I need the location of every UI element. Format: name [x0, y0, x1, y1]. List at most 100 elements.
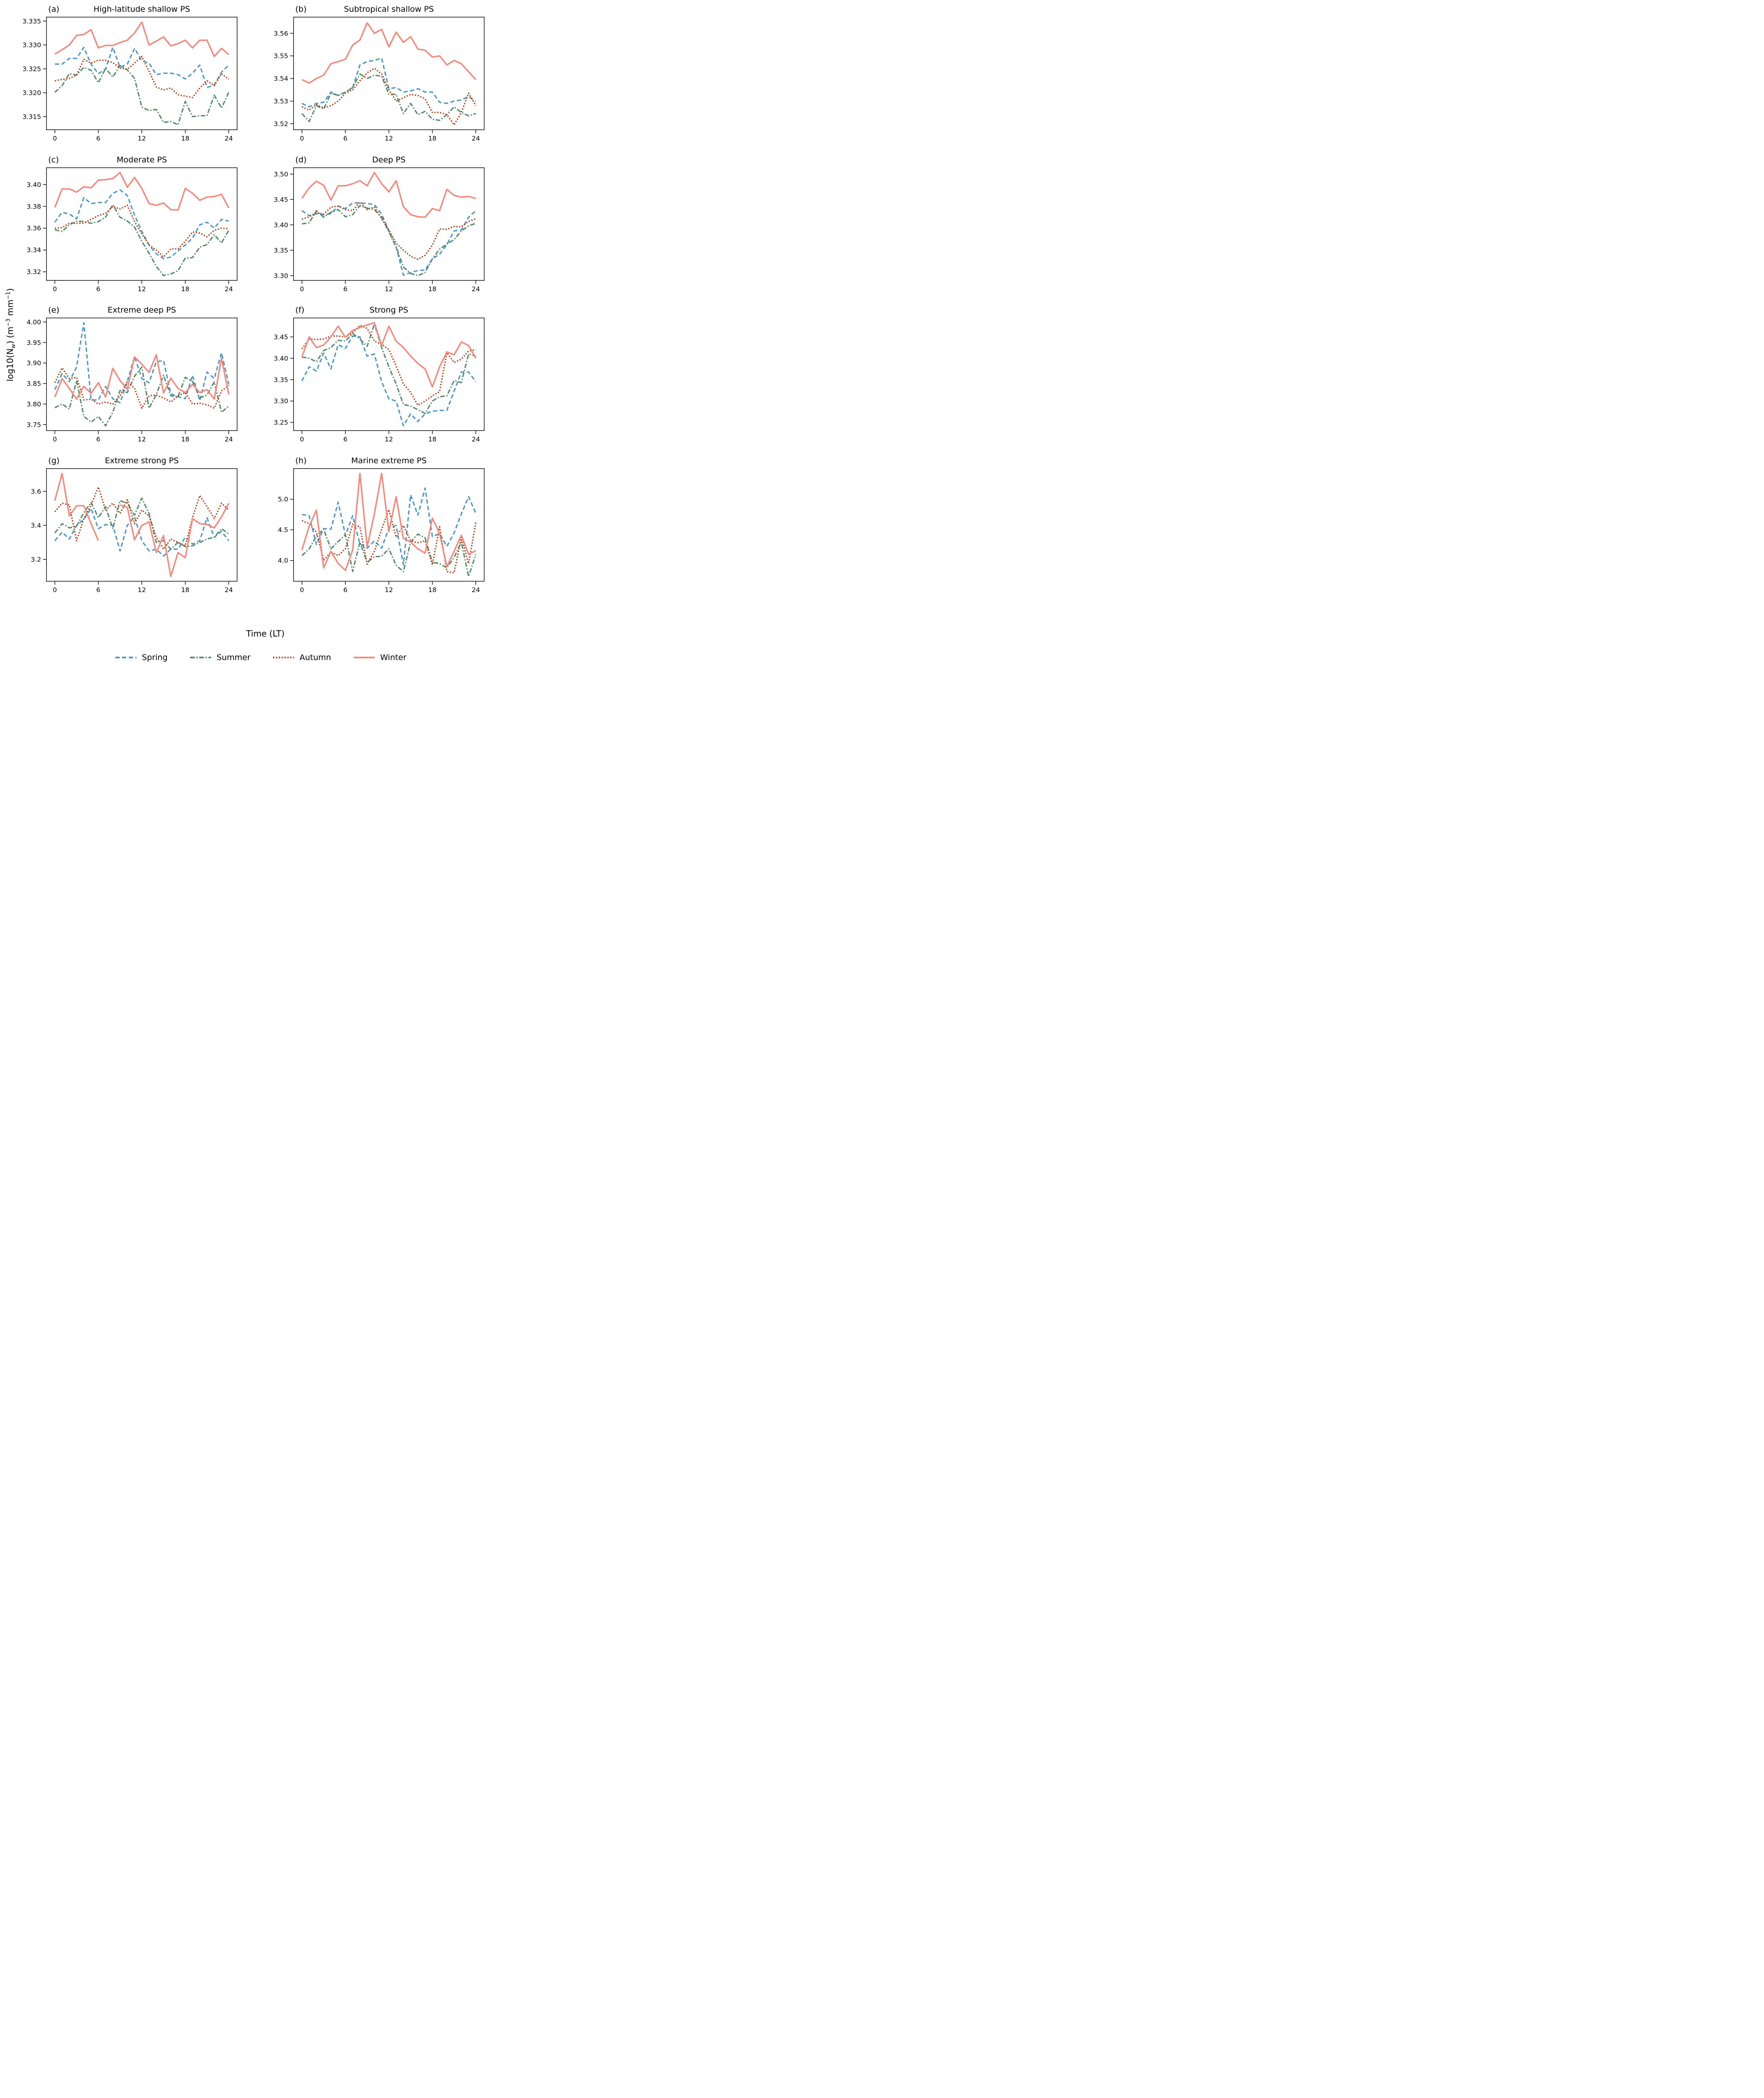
- svg-text:24: 24: [224, 586, 233, 594]
- svg-text:3.320: 3.320: [23, 89, 41, 97]
- y-axis-label: log10(Nw) (m−3 mm−1): [5, 288, 17, 381]
- legend-label-autumn: Autumn: [300, 653, 331, 662]
- panel-strong-ps: (f) Strong PS 0 6 12 18 24 3.25 3.30 3.35 3.40 3.…: [274, 305, 485, 444]
- svg-text:4.5: 4.5: [278, 526, 288, 534]
- svg-text:12: 12: [138, 586, 146, 594]
- svg-text:6: 6: [96, 285, 100, 293]
- y-axis-label-segment: ) (m: [5, 326, 15, 344]
- svg-text:6: 6: [343, 586, 347, 594]
- svg-text:24: 24: [472, 285, 480, 293]
- panel-extreme-strong-ps: (g) Extreme strong PS 0 6 12 18 24 3.2 3.4 3.6: [31, 456, 238, 594]
- plot-area-g: 0 6 12 18 24 3.2 3.4 3.6: [31, 468, 238, 594]
- svg-text:3.2: 3.2: [31, 556, 41, 564]
- svg-text:12: 12: [138, 135, 146, 142]
- svg-text:24: 24: [224, 135, 233, 142]
- panel-title-row: (d) Deep PS: [293, 155, 485, 165]
- y-axis-label-segment: log10(N: [5, 348, 15, 382]
- panel-title-row: (g) Extreme strong PS: [46, 456, 237, 466]
- svg-text:3.35: 3.35: [274, 247, 288, 254]
- panel-letter: (h): [295, 456, 307, 465]
- legend-item-spring: Spring: [115, 653, 167, 662]
- y-axis-label-segment: w: [10, 344, 17, 349]
- svg-text:18: 18: [181, 586, 190, 594]
- svg-text:0: 0: [53, 135, 57, 142]
- svg-text:3.35: 3.35: [274, 376, 288, 384]
- y-axis-label-segment: −3: [5, 318, 12, 327]
- svg-text:6: 6: [343, 285, 347, 293]
- svg-text:3.38: 3.38: [26, 203, 41, 210]
- legend-label-spring: Spring: [142, 653, 168, 662]
- svg-text:3.6: 3.6: [31, 488, 41, 495]
- panel-subtropical-shallow-ps: (b) Subtropical shallow PS 0 6 12 18 24 3.52 3…: [274, 4, 485, 143]
- panel-letter: (e): [48, 305, 60, 315]
- svg-text:6: 6: [343, 436, 347, 443]
- svg-text:0: 0: [53, 285, 57, 293]
- legend-label-winter: Winter: [380, 653, 406, 662]
- svg-text:18: 18: [428, 285, 437, 293]
- panel-extreme-deep-ps: (e) Extreme deep PS 0 6 12 18 24 3.75 3.80 3.85…: [26, 305, 238, 444]
- svg-text:3.45: 3.45: [274, 196, 288, 204]
- svg-text:12: 12: [138, 436, 146, 443]
- svg-text:6: 6: [343, 135, 347, 142]
- panel-letter: (d): [295, 155, 307, 164]
- plot-area-b: 0 6 12 18 24 3.52 3.53 3.54 3.55 3.56: [274, 16, 485, 142]
- panel-marine-extreme-ps: (h) Marine extreme PS 0 6 12 18 24 4.0 4.5 5.0: [278, 456, 485, 594]
- plot-area-a: 0 6 12 18 24 3.315 3.320 3.325 3.330 3.335: [23, 16, 238, 142]
- svg-text:6: 6: [96, 436, 100, 443]
- legend-sample-summer-dashdot-line: [190, 657, 211, 658]
- panel-title: Subtropical shallow PS: [344, 5, 434, 14]
- svg-text:3.80: 3.80: [26, 400, 41, 408]
- svg-text:0: 0: [53, 586, 57, 594]
- panel-high-latitude-shallow-ps: (a) High-latitude shallow PS 0 6 12 18 24 3.3…: [23, 4, 238, 143]
- svg-text:4.00: 4.00: [26, 318, 41, 326]
- panel-title-row: (h) Marine extreme PS: [293, 456, 485, 466]
- y-axis-label-segment: −1: [5, 291, 12, 300]
- panel-title-row: (e) Extreme deep PS: [46, 305, 237, 315]
- panel-title: Extreme strong PS: [104, 456, 179, 465]
- legend-label-summer: Summer: [216, 653, 251, 662]
- svg-text:24: 24: [224, 285, 233, 293]
- plot-area-d: 0 6 12 18 24 3.30 3.35 3.40 3.45 3.50: [274, 167, 485, 293]
- svg-text:3.36: 3.36: [26, 224, 41, 232]
- panel-title: High-latitude shallow PS: [93, 5, 190, 14]
- svg-text:3.32: 3.32: [26, 268, 41, 276]
- legend-sample-spring-dashed-line: [115, 657, 137, 658]
- svg-text:3.90: 3.90: [26, 360, 41, 367]
- panel-letter: (f): [295, 305, 305, 315]
- svg-text:12: 12: [385, 135, 393, 142]
- svg-text:3.52: 3.52: [274, 120, 288, 128]
- legend: Spring Summer Autumn Winter: [28, 653, 494, 662]
- y-axis-label-segment: ): [5, 288, 15, 292]
- panel-title: Strong PS: [369, 305, 409, 315]
- svg-text:3.34: 3.34: [26, 246, 41, 254]
- panel-title: Extreme deep PS: [107, 305, 176, 315]
- svg-text:3.56: 3.56: [274, 30, 288, 37]
- svg-text:3.315: 3.315: [23, 113, 41, 121]
- svg-text:0: 0: [300, 135, 304, 142]
- panel-letter: (c): [48, 155, 59, 164]
- plot-area-e: 0 6 12 18 24 3.75 3.80 3.85 3.90 3.95 4.00: [26, 317, 238, 443]
- svg-text:4.0: 4.0: [278, 557, 288, 564]
- svg-text:3.40: 3.40: [26, 181, 41, 188]
- svg-text:0: 0: [300, 285, 304, 293]
- svg-text:3.325: 3.325: [23, 65, 41, 73]
- legend-item-summer: Summer: [190, 653, 250, 662]
- svg-text:0: 0: [53, 436, 57, 443]
- panel-title-row: (b) Subtropical shallow PS: [293, 4, 485, 14]
- svg-text:3.40: 3.40: [274, 355, 288, 362]
- plot-area-f: 0 6 12 18 24 3.25 3.30 3.35 3.40 3.45: [274, 317, 485, 443]
- svg-text:5.0: 5.0: [278, 496, 288, 503]
- svg-text:6: 6: [96, 135, 100, 142]
- svg-text:3.40: 3.40: [274, 221, 288, 229]
- svg-text:3.330: 3.330: [23, 42, 41, 49]
- svg-text:24: 24: [472, 586, 480, 594]
- svg-text:3.54: 3.54: [274, 75, 288, 83]
- svg-text:3.75: 3.75: [26, 421, 41, 428]
- svg-text:3.95: 3.95: [26, 339, 41, 347]
- y-axis-label-segment: mm: [5, 299, 15, 319]
- svg-text:18: 18: [181, 285, 190, 293]
- panel-letter: (b): [295, 5, 307, 14]
- panel-deep-ps: (d) Deep PS 0 6 12 18 24 3.30 3.35 3.40 3.45 3.50: [274, 155, 485, 293]
- legend-sample-autumn-dotted-line: [273, 657, 294, 658]
- legend-sample-winter-solid-line: [354, 657, 375, 658]
